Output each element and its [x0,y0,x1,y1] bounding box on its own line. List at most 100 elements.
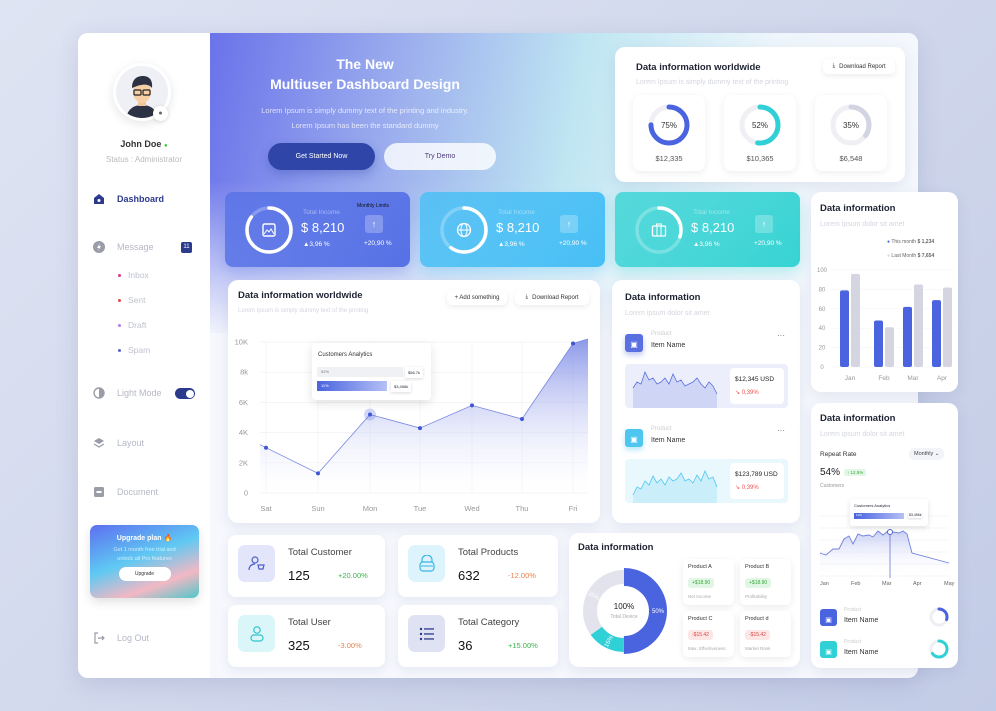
layers-icon [93,438,105,448]
label: Download Report [839,63,886,70]
data-point[interactable] [418,426,422,431]
label: Inbox [128,270,149,280]
mini-stat-card[interactable]: Total User 325 -3.00% [228,605,385,667]
x-tick-label: Thu [516,504,529,513]
income-card[interactable]: Total Income $ 8,210 ▲3,96 % ↑ +20,90 % [420,192,605,267]
income-card[interactable]: Total Income $ 8,210 ▲3,96 % ↑ +20,90 % Month… [225,192,410,267]
image-icon: ▣ [825,649,832,656]
product-metric-box[interactable]: Product d -$15.42 Market Rank [740,611,791,657]
income-change: ▲3,96 % [693,241,720,248]
try-demo-button[interactable]: Try Demo [384,143,496,170]
price-amount: $12,345 USD [735,376,775,383]
income-label: Total Income [498,209,535,216]
stat-label: Total User [288,617,331,628]
product-sparkline-panel: $123,789 USD ↘ 0,39% [625,459,788,503]
ring-progress [929,639,949,659]
sidebar-subitem-sent[interactable]: Sent [118,295,146,305]
mini-stat-card[interactable]: Total Products 632 -12.00% [398,535,558,597]
get-started-button[interactable]: Get Started Now [268,143,375,170]
bar-this-month[interactable] [840,290,849,367]
product-caption: Max. Effectiveness [688,646,726,651]
repeat-line-chart [819,515,950,578]
product-kind: Product [844,607,862,613]
arrow-up-icon[interactable]: ↑ [755,215,773,233]
arrow-up-icon[interactable]: ↑ [365,215,383,233]
donut-center-value: 100% [613,602,635,611]
hero-description: Lorem Ipsum is simply dummy text of the … [215,103,515,133]
sparkline-area [633,372,717,408]
sidebar-subitem-draft[interactable]: Draft [118,320,146,330]
data-point[interactable] [520,417,524,422]
sidebar-item-dashboard[interactable]: Dashboard [93,193,164,205]
sidebar-subitem-inbox[interactable]: Inbox [118,270,149,280]
bar-last-month[interactable] [851,273,860,367]
data-point[interactable] [264,445,268,450]
chevron-down-icon: ⌄ [934,451,940,457]
download-report-button[interactable]: ⤓ Download Report [515,290,589,305]
hero-title: The New Multiuser Dashboard Design [215,54,515,94]
progress-ring [830,104,872,146]
product-metric-box[interactable]: Product A +$18.90 Net Income [683,559,734,605]
sidebar-item-message[interactable]: Message [93,241,154,253]
bar-this-month[interactable] [932,300,941,367]
data-point[interactable] [316,471,320,476]
bar-this-month[interactable] [874,320,883,367]
x-tick-label: Feb [878,375,890,382]
ring-amount: $6,548 [839,154,863,163]
download-report-button[interactable]: ⤓ Download Report [823,59,895,74]
sidebar-subitem-spam[interactable]: Spam [118,345,150,355]
y-tick-label: 2K [239,458,248,467]
period-dropdown[interactable]: Monthly ⌄ [909,448,945,460]
mini-stat-card[interactable]: Total Customer 125 +20.00% [228,535,385,597]
globe-icon [456,222,472,238]
tooltip-title: Customers Analytics [318,352,373,358]
data-point[interactable] [368,412,372,417]
ring-progress [440,206,488,254]
donut-center-label: Total Device [610,614,638,620]
ring-percent: 52% [751,121,768,130]
income-card[interactable]: Total Income $ 8,210 ▲3,96 % ↑ +20,90 % [615,192,800,267]
card-subtitle: Lorem Ipsum is simply dummy text of the … [636,79,789,86]
bar-last-month[interactable] [943,287,952,367]
donut-slice[interactable] [583,570,665,652]
price-amount: $123,789 USD [735,471,778,478]
more-options-icon[interactable]: ··· [777,331,785,340]
income-value: $ 8,210 [496,220,540,235]
product-name: Product B [745,564,770,570]
card-subtitle: Lorem ipsum dolor sit amet [820,221,905,228]
card-title: Data information worldwide [636,62,761,73]
bar-this-month[interactable] [903,306,912,367]
slice-label: 15% [604,634,615,648]
x-tick-label: Mar [882,581,892,587]
more-options-icon[interactable]: ··· [777,426,785,435]
card-title: Data information worldwide [238,290,363,301]
sidebar-item-layout[interactable]: Layout [93,437,144,449]
sidebar-item-document[interactable]: Document [93,486,158,498]
icon-box [238,615,275,652]
stat-label: Total Products [458,547,519,558]
dot-icon [118,273,121,277]
product-name: Item Name [651,437,686,444]
arrow-up-icon[interactable]: ↑ [560,215,578,233]
label: Download Report [532,294,579,301]
label: Dashboard [117,194,165,204]
x-tick-label: Jan [820,581,829,587]
repeat-rate-value: 54% [820,467,841,478]
upgrade-button[interactable]: Upgrade [118,567,171,581]
data-point[interactable] [571,341,575,346]
sidebar-item-logout[interactable]: Log Out [93,632,149,644]
product-metric-box[interactable]: Product B +$18.90 Profitability [740,559,791,605]
add-something-button[interactable]: + Add something [447,290,507,305]
x-tick-label: Feb [851,581,861,587]
bar-last-month[interactable] [914,284,923,367]
avatar-edit-icon[interactable]: ● [153,106,168,121]
growth-badge: ↑ 12.5% [844,469,867,476]
light-mode-toggle[interactable] [175,388,195,399]
repeat-area [820,530,949,576]
y-tick-label: 40 [819,326,826,332]
bar-last-month[interactable] [885,327,894,367]
product-metric-box[interactable]: Product C -$15.42 Max. Effectiveness [683,611,734,657]
hero-title-line1: The New [336,56,394,72]
data-point[interactable] [470,403,474,408]
mini-stat-card[interactable]: Total Category 36 +15.00% [398,605,558,667]
